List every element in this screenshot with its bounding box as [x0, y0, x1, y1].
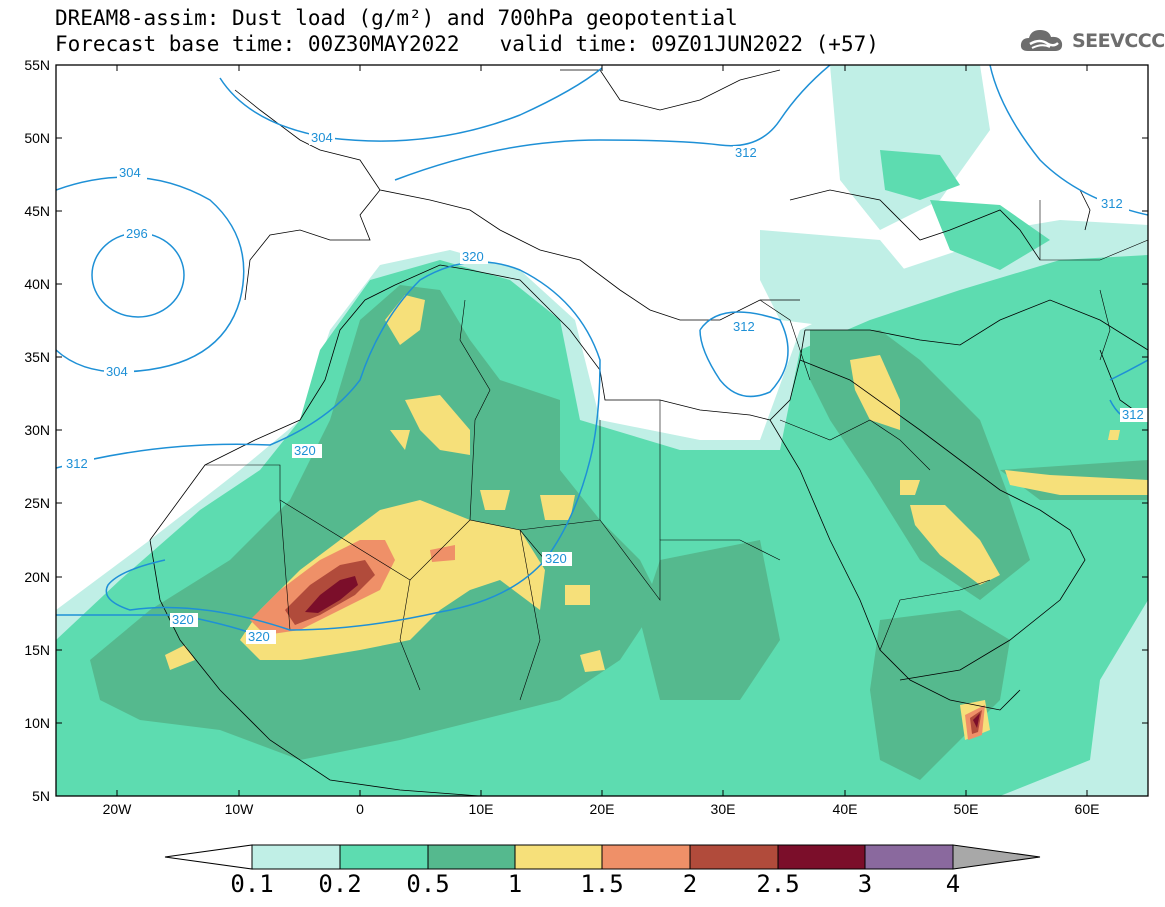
- contour-label: 312: [66, 456, 88, 471]
- colorbar-label: 4: [946, 870, 960, 898]
- map-title: DREAM8-assim: Dust load (g/m²) and 700hP…: [55, 6, 738, 30]
- lon-label: 30E: [711, 801, 736, 817]
- lat-label: 35N: [24, 349, 50, 365]
- lat-label: 5N: [32, 788, 50, 804]
- lat-label: 55N: [24, 57, 50, 73]
- lat-label: 30N: [24, 422, 50, 438]
- lon-label: 20W: [103, 801, 133, 817]
- contour-label: 312: [735, 145, 757, 160]
- lat-label: 50N: [24, 130, 50, 146]
- lat-label: 20N: [24, 569, 50, 585]
- contour-label: 296: [126, 226, 148, 241]
- contour-label: 312: [1101, 196, 1123, 211]
- cloud-icon: [1020, 30, 1063, 51]
- colorbar-label: 0.5: [406, 870, 449, 898]
- lat-label: 15N: [24, 642, 50, 658]
- contour-label: 304: [106, 364, 128, 379]
- longitude-axis: 20W 10W 0 10E 20E 30E 40E 50E 60E: [103, 65, 1100, 817]
- colorbar-cell: [514, 844, 603, 870]
- contour-label: 320: [248, 629, 270, 644]
- forecast-base-time: Forecast base time: 00Z30MAY2022: [55, 32, 460, 56]
- lat-label: 10N: [24, 715, 50, 731]
- colorbar-cell: [251, 844, 341, 870]
- seevccc-logo: SEEVCCC: [1018, 26, 1165, 56]
- colorbar-label: 1: [508, 870, 522, 898]
- lon-label: 60E: [1075, 801, 1100, 817]
- colorbar-label: 2: [683, 870, 697, 898]
- valid-time: valid time: 09Z01JUN2022 (+57): [499, 32, 879, 56]
- colorbar: [164, 844, 1041, 870]
- contour-label: 312: [1122, 407, 1144, 422]
- dust-load-field: [56, 65, 1148, 796]
- colorbar-label: 3: [858, 870, 872, 898]
- contour-label: 320: [462, 249, 484, 264]
- lon-label: 50E: [954, 801, 979, 817]
- contour-label: 320: [545, 551, 567, 566]
- colorbar-cell: [864, 844, 954, 870]
- colorbar-cell: [601, 844, 691, 870]
- colorbar-cell: [339, 844, 429, 870]
- contour-label: 304: [119, 165, 141, 180]
- colorbar-label: 0.2: [318, 870, 361, 898]
- lat-label: 45N: [24, 203, 50, 219]
- contour-labels: 304 304 296 304 312 320 320 320 320 320 …: [62, 130, 1148, 644]
- contour-label: 320: [172, 612, 194, 627]
- contour-label: 320: [294, 443, 316, 458]
- lon-label: 0: [356, 801, 364, 817]
- colorbar-labels: 0.1 0.2 0.5 1 1.5 2 2.5 3 4: [230, 870, 960, 898]
- lat-label: 25N: [24, 495, 50, 511]
- logo-text: SEEVCCC: [1072, 30, 1165, 52]
- lon-label: 10W: [225, 801, 255, 817]
- contour-label: 304: [311, 130, 333, 145]
- contour-label: 312: [733, 319, 755, 334]
- map-subtitle: Forecast base time: 00Z30MAY2022 valid ti…: [55, 32, 879, 56]
- colorbar-label: 0.1: [230, 870, 273, 898]
- colorbar-cell: [777, 844, 866, 870]
- lon-label: 10E: [469, 801, 494, 817]
- colorbar-label: 1.5: [580, 870, 623, 898]
- lon-label: 20E: [590, 801, 615, 817]
- colorbar-cell: [427, 844, 516, 870]
- colorbar-label: 2.5: [756, 870, 799, 898]
- colorbar-low-arrow: [164, 844, 253, 870]
- colorbar-high-arrow: [952, 844, 1041, 870]
- colorbar-cell: [689, 844, 779, 870]
- latitude-axis: 55N 50N 45N 40N 35N 30N 25N 20N 15N 10N …: [24, 57, 1148, 804]
- lon-label: 40E: [833, 801, 858, 817]
- country-borders: [205, 200, 1148, 701]
- lat-label: 40N: [24, 276, 50, 292]
